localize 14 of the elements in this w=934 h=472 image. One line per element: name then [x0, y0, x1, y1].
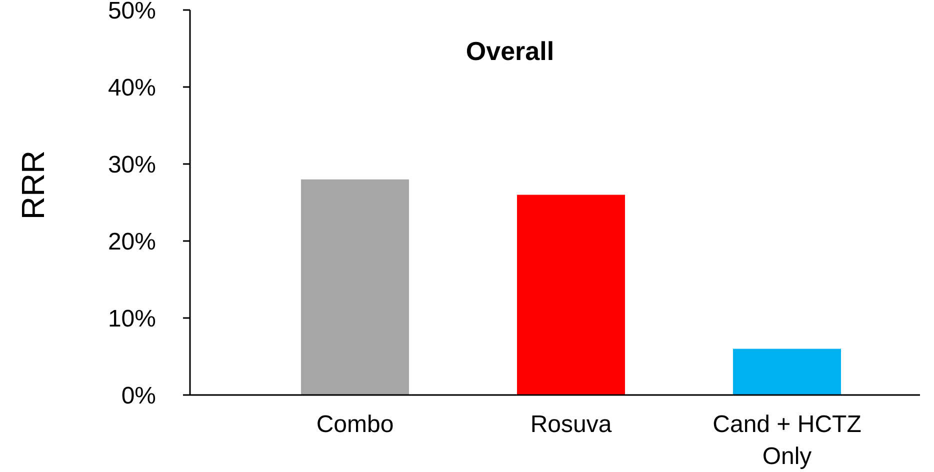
y-tick-label: 0%: [121, 382, 156, 410]
y-tick-label: 50%: [108, 0, 156, 24]
x-tick-label: Rosuva: [530, 411, 612, 438]
y-axis-title: RRR: [15, 150, 51, 220]
bar: [733, 348, 841, 395]
text: Overall: [466, 36, 554, 66]
bar: [301, 179, 409, 395]
y-tick-label: 30%: [108, 151, 156, 178]
y-tick-label: 20%: [108, 228, 156, 256]
y-tick-label: 40%: [108, 74, 156, 102]
y-tick-label: 10%: [108, 305, 156, 332]
x-tick-label: Combo: [316, 411, 394, 438]
x-tick-label: Cand + HCTZ Only: [712, 411, 862, 470]
bar: [517, 194, 625, 395]
